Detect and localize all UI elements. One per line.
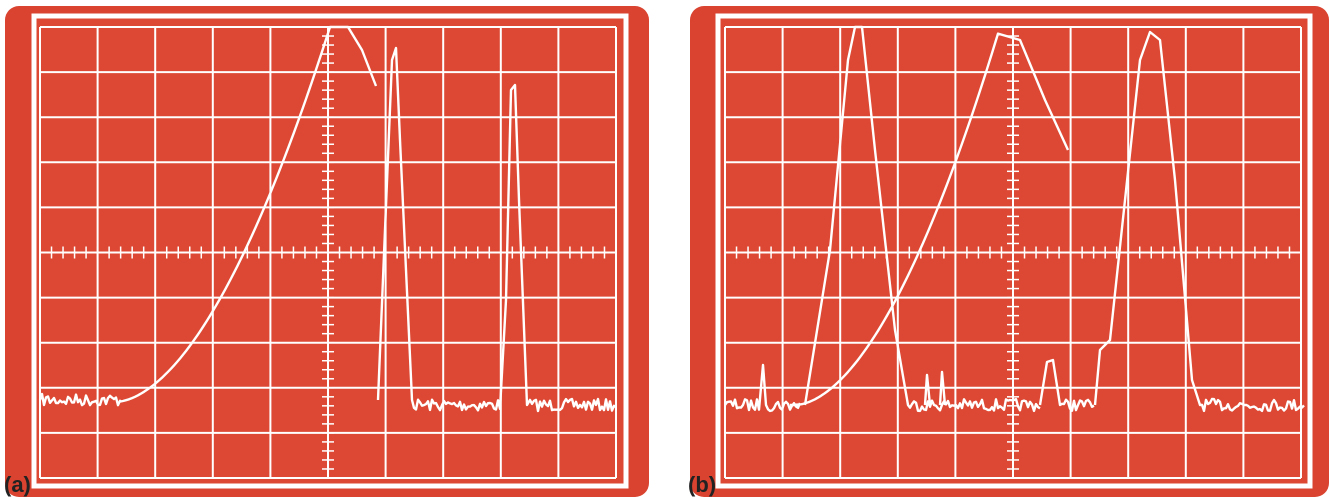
graticule (724, 26, 1302, 479)
trace (724, 25, 1305, 413)
panel-a: (a) (4, 6, 649, 497)
panel-b: (b) (688, 6, 1329, 497)
panel-label: (a) (4, 472, 31, 497)
trace (38, 25, 617, 413)
panel-label: (b) (688, 472, 716, 497)
